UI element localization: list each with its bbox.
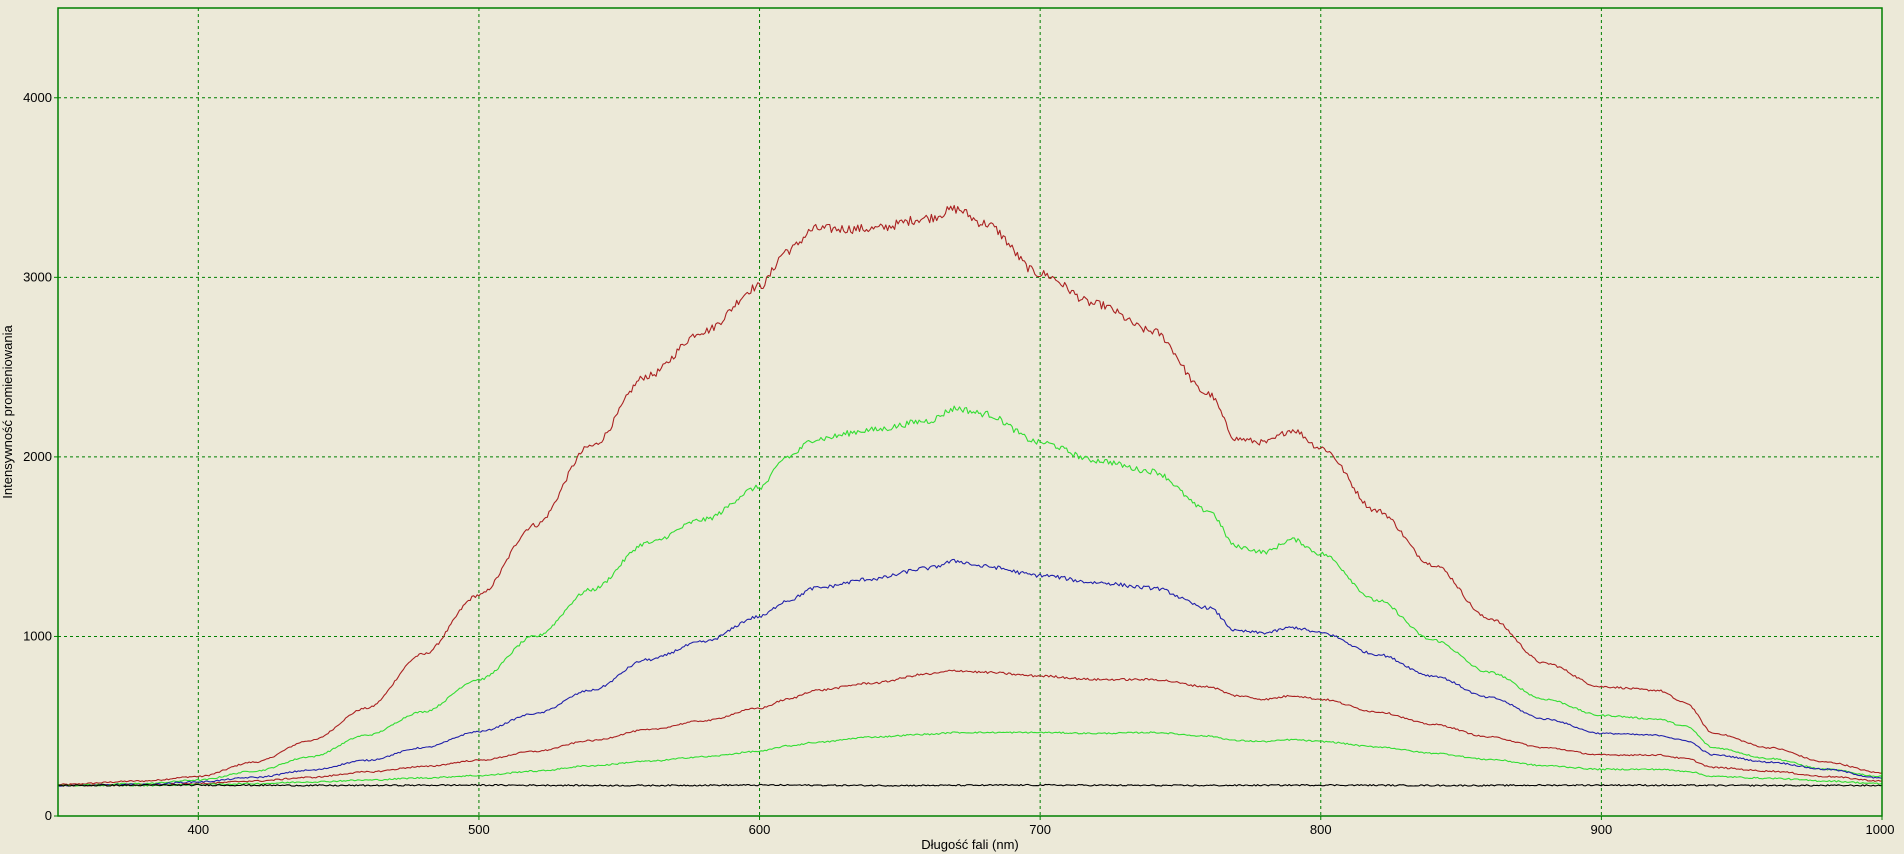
y-tick-label: 0 <box>45 808 52 823</box>
x-tick-label: 900 <box>1591 822 1613 837</box>
x-tick-label: 700 <box>1029 822 1051 837</box>
series-line-4 <box>57 669 1883 787</box>
series-line-3 <box>57 558 1883 787</box>
grid <box>58 8 1882 816</box>
y-tick-label: 3000 <box>23 269 52 284</box>
y-axis-title: Intensywność promieniowania <box>0 325 15 499</box>
x-tick-label: 1000 <box>1866 822 1895 837</box>
x-tick-label: 800 <box>1310 822 1332 837</box>
x-ticks: 400 500 600 700 800 900 1000 <box>187 816 1894 837</box>
x-tick-label: 500 <box>468 822 490 837</box>
y-tick-label: 1000 <box>23 628 52 643</box>
series-line-2 <box>57 405 1883 787</box>
series-line-1 <box>57 204 1883 786</box>
series-line-5 <box>57 731 1883 787</box>
x-axis-title: Długość fali (nm) <box>921 837 1019 852</box>
series-group <box>57 204 1883 787</box>
plot-frame <box>57 7 1883 817</box>
y-ticks: 0 1000 2000 3000 4000 <box>23 90 58 823</box>
x-tick-label: 600 <box>749 822 771 837</box>
x-tick-label: 400 <box>187 822 209 837</box>
y-tick-label: 2000 <box>23 449 52 464</box>
series-line-6 <box>57 783 1883 787</box>
y-tick-label: 4000 <box>23 90 52 105</box>
